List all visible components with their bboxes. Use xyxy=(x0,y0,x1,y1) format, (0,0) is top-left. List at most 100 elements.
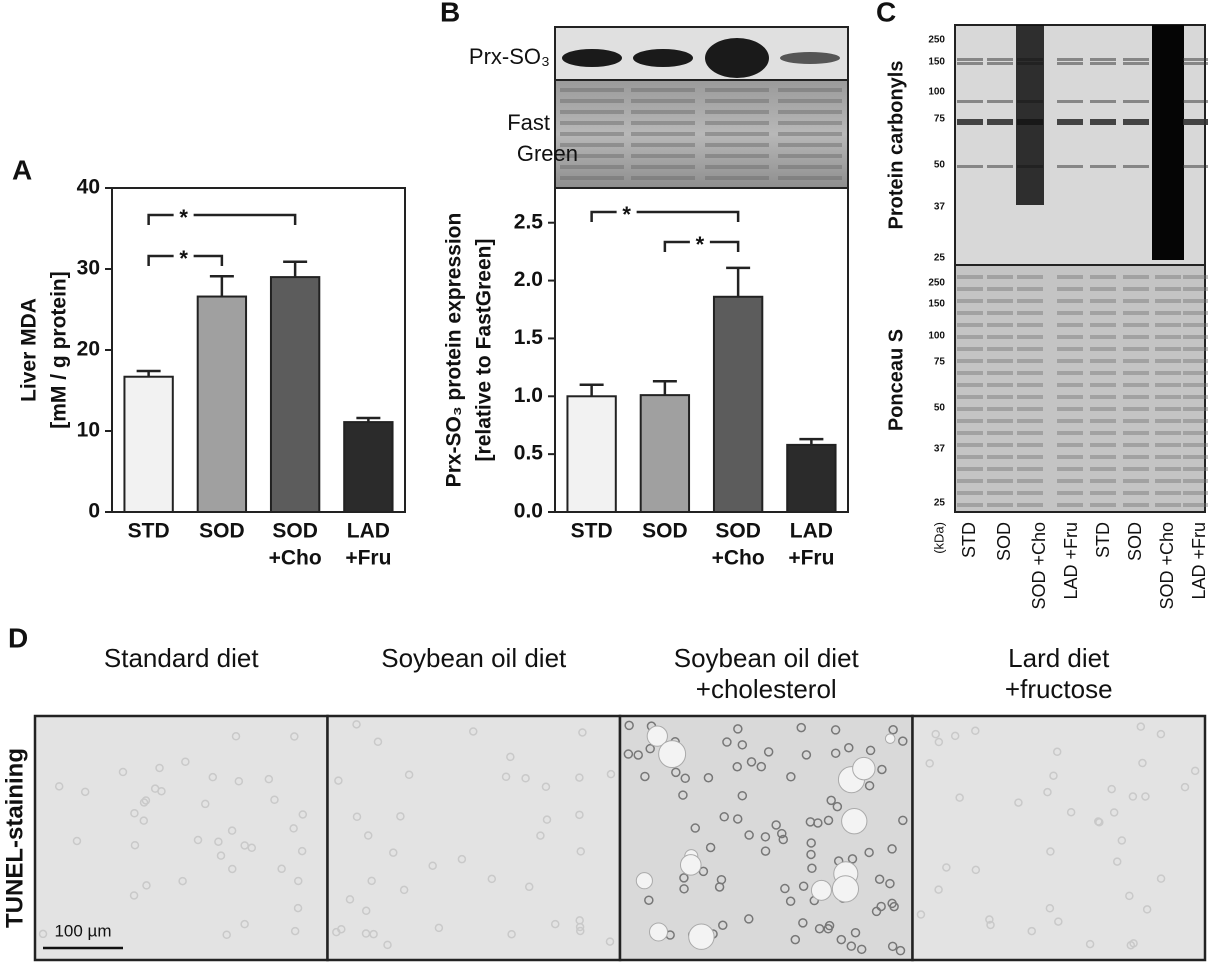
nucleus xyxy=(719,812,729,822)
stain xyxy=(1057,371,1083,375)
nucleus xyxy=(290,926,300,936)
marker-label: 75 xyxy=(934,357,946,368)
nucleus xyxy=(623,749,634,759)
nucleus xyxy=(737,790,748,801)
nucleus xyxy=(294,876,303,886)
stain xyxy=(1057,443,1083,447)
bar xyxy=(123,375,174,514)
stain xyxy=(1090,347,1116,351)
panel-letter: B xyxy=(440,0,460,27)
stain xyxy=(987,395,1013,399)
stain xyxy=(1057,503,1083,507)
stain xyxy=(1090,431,1116,435)
nucleus xyxy=(806,838,816,848)
stain xyxy=(987,347,1013,351)
stain xyxy=(987,407,1013,411)
nucleus xyxy=(130,808,139,818)
x-tick-label: +Cho xyxy=(269,547,322,570)
stain xyxy=(1017,299,1043,303)
row-label: TUNEL-staining xyxy=(1,748,28,928)
lane-label: SOD +Cho xyxy=(1157,522,1177,610)
nucleus xyxy=(1027,926,1036,936)
smear xyxy=(1016,25,1044,205)
stain xyxy=(1123,311,1149,315)
nucleus xyxy=(578,728,587,737)
stain xyxy=(1155,395,1181,399)
stain xyxy=(560,121,624,125)
nucleus xyxy=(737,740,748,750)
nucleus xyxy=(733,724,743,734)
nucleus xyxy=(722,737,732,747)
nucleus xyxy=(814,923,825,934)
nucleus xyxy=(227,826,237,835)
stain xyxy=(1155,347,1181,351)
lane-label: SOD xyxy=(1125,522,1145,561)
nucleus xyxy=(864,847,874,858)
nucleus xyxy=(678,790,688,800)
vacuole xyxy=(831,875,860,903)
nucleus xyxy=(798,881,809,891)
bar xyxy=(712,295,764,513)
band xyxy=(1057,165,1083,168)
nucleus xyxy=(352,812,362,822)
nucleus xyxy=(208,772,218,782)
bar xyxy=(269,276,321,513)
stain xyxy=(705,154,769,158)
bar xyxy=(786,443,837,513)
stain xyxy=(1017,347,1043,351)
stain xyxy=(1183,443,1208,447)
plot-frame xyxy=(554,187,849,513)
stain xyxy=(1017,407,1043,411)
nucleus xyxy=(1138,758,1147,768)
stain xyxy=(1123,347,1149,351)
stain xyxy=(957,311,983,315)
stain xyxy=(987,323,1013,327)
nucleus xyxy=(1126,940,1136,950)
nucleus xyxy=(293,903,303,913)
band xyxy=(987,165,1013,168)
band xyxy=(987,62,1013,65)
band xyxy=(1123,119,1149,125)
vacuole xyxy=(884,733,896,744)
stain xyxy=(1123,359,1149,363)
nucleus xyxy=(201,799,210,809)
stain xyxy=(1090,311,1116,315)
band xyxy=(1057,62,1083,65)
panel-letter: C xyxy=(876,0,896,27)
nucleus xyxy=(1049,771,1058,780)
x-tick-label: SOD xyxy=(272,520,318,543)
nucleus xyxy=(270,795,279,805)
stain xyxy=(1017,311,1043,315)
stain xyxy=(1155,479,1181,483)
band xyxy=(1183,62,1208,65)
y-tick-label: 0 xyxy=(88,500,100,523)
marker-label: 150 xyxy=(928,299,945,310)
nucleus xyxy=(844,742,854,753)
stain xyxy=(1183,323,1208,327)
nucleus xyxy=(605,937,615,946)
nucleus xyxy=(507,929,516,939)
lane-label: SOD +Cho xyxy=(1029,522,1049,610)
nucleus xyxy=(760,846,771,856)
nucleus xyxy=(231,732,241,741)
stain xyxy=(1090,467,1116,471)
stain xyxy=(1123,479,1149,483)
nucleus xyxy=(763,747,774,757)
nucleus xyxy=(746,757,757,767)
stain xyxy=(1017,335,1043,339)
nucleus xyxy=(703,772,714,783)
nucleus xyxy=(877,764,887,775)
nucleus xyxy=(1142,905,1152,914)
stain xyxy=(987,287,1013,291)
stain xyxy=(1090,479,1116,483)
stain xyxy=(1057,479,1083,483)
nucleus xyxy=(847,854,858,864)
x-tick-label: SOD xyxy=(715,520,761,543)
band xyxy=(1123,100,1149,103)
stain xyxy=(1017,431,1043,435)
stain xyxy=(1017,455,1043,459)
micrograph xyxy=(327,716,620,960)
stain xyxy=(1123,443,1149,447)
nucleus xyxy=(54,782,64,791)
micrograph-frame xyxy=(911,714,1207,962)
